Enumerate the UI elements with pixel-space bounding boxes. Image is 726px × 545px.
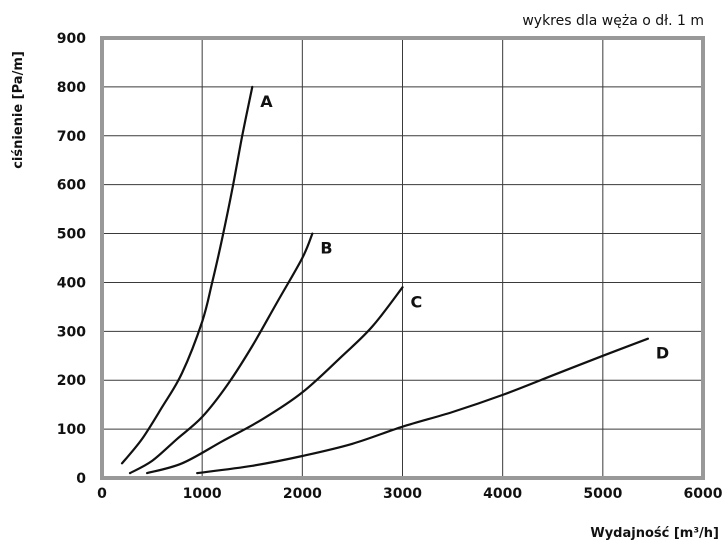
series-label-d: D <box>656 344 669 363</box>
y-tick-label: 400 <box>57 275 86 291</box>
y-tick-label: 800 <box>57 80 86 96</box>
series-label-c: C <box>411 292 423 311</box>
x-tick-label: 5000 <box>583 486 622 502</box>
x-axis-label: Wydajność [m³/h] <box>590 526 719 541</box>
series-line-b <box>128 232 314 475</box>
y-tick-label: 500 <box>57 227 86 243</box>
x-tick-label: 6000 <box>684 486 723 502</box>
series-line-d <box>196 337 649 475</box>
y-axis-label: ciśnienie [Pa/m] <box>11 51 26 169</box>
plot-frame <box>100 36 705 480</box>
series-line-a <box>120 85 254 465</box>
tick-labels: 0 1000 2000 3000 4000 5000 6000 0 100 200 300 400 50… <box>57 31 723 502</box>
y-tick-label: 700 <box>57 129 86 145</box>
y-tick-label: 900 <box>57 31 86 47</box>
x-tick-label: 0 <box>97 486 107 502</box>
grid <box>102 38 703 478</box>
chart-note: wykres dla węża o dł. 1 m <box>522 13 704 29</box>
series-labels: A B C D <box>260 92 669 363</box>
curves <box>120 85 649 475</box>
y-tick-label: 100 <box>57 422 86 438</box>
y-tick-label: 300 <box>57 324 86 340</box>
series-label-a: A <box>260 92 273 111</box>
series-label-b: B <box>320 239 332 258</box>
x-tick-label: 2000 <box>283 486 322 502</box>
y-tick-label: 200 <box>57 373 86 389</box>
y-tick-label: 0 <box>76 471 86 487</box>
x-tick-label: 3000 <box>383 486 422 502</box>
series-line-c <box>146 286 404 475</box>
y-tick-label: 600 <box>57 178 86 194</box>
x-tick-label: 4000 <box>483 486 522 502</box>
x-tick-label: 1000 <box>183 486 222 502</box>
